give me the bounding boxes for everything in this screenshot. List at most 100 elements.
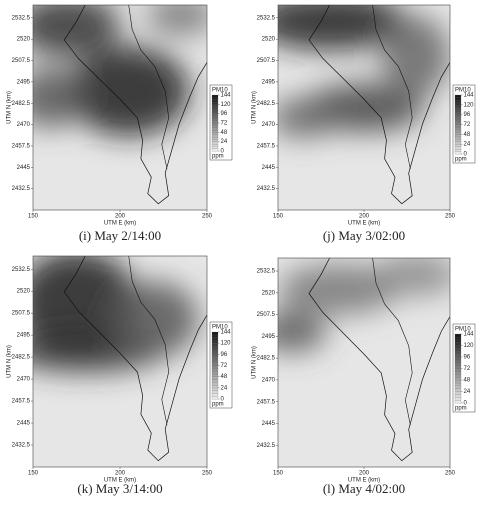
coastline <box>63 256 207 462</box>
colorbar-step <box>211 384 219 389</box>
colorbar-title: PM10 <box>455 88 471 94</box>
colorbar: PM10 0 24 48 72 96 120 144 ppm <box>452 84 476 164</box>
shade <box>278 97 339 139</box>
coastline <box>63 5 207 205</box>
colorbar-step <box>211 97 219 100</box>
colorbar-step <box>454 102 462 106</box>
colorbar-step <box>211 122 219 126</box>
y-tick-label: 2457.5 <box>12 144 31 150</box>
colorbar-step <box>211 111 219 114</box>
shading <box>278 5 450 139</box>
colorbar-step <box>211 132 219 135</box>
colorbar-step <box>454 356 462 361</box>
y-tick-label: 2482.5 <box>257 356 276 362</box>
colorbar-step <box>211 382 219 386</box>
colorbar-step <box>454 339 462 343</box>
contour-field <box>33 5 207 210</box>
colorbar-step <box>454 131 462 135</box>
colorbar-tick-label: 120 <box>464 343 475 349</box>
y-tick-label: 2445 <box>262 165 276 171</box>
colorbar-step <box>454 388 462 392</box>
colorbar-step <box>454 391 462 395</box>
y-tick-label: 2445 <box>17 421 31 427</box>
colorbar-step <box>211 376 219 380</box>
colorbar-step <box>454 129 462 133</box>
colorbar-step <box>211 141 219 145</box>
x-axis-label: UTM E (km) <box>104 221 136 227</box>
y-tick-label: 2532.5 <box>12 15 31 21</box>
colorbar-step <box>211 396 219 400</box>
panel: 150 200 250 2432.5 2445 2457.5 2470 2482.5 2495 2… <box>252 257 476 496</box>
x-tick-label: 150 <box>28 471 39 477</box>
shade <box>278 5 407 51</box>
colorbar-step <box>211 136 219 140</box>
shade <box>33 66 86 128</box>
colorbar-step <box>211 368 219 372</box>
colorbar-step <box>454 377 462 381</box>
shade <box>146 5 207 36</box>
y-tick-label: 2520 <box>17 289 31 295</box>
x-tick-label: 250 <box>445 214 456 220</box>
colorbar-step <box>211 99 219 103</box>
colorbar-tick-label: 24 <box>221 139 228 145</box>
y-axis-label: UTM N (km) <box>252 91 258 124</box>
colorbar-tick-label: 144 <box>464 93 475 99</box>
colorbar-tick-label: 24 <box>464 142 471 148</box>
colorbar-tick-label: 48 <box>464 378 471 384</box>
colorbar-step <box>211 365 219 369</box>
y-tick-label: 2432.5 <box>12 443 31 449</box>
colorbar-step <box>211 148 219 152</box>
y-tick-label: 2495 <box>17 333 31 339</box>
x-tick-label: 250 <box>445 471 456 477</box>
y-tick-label: 2532.5 <box>12 267 31 273</box>
colorbar-step <box>454 114 462 118</box>
y-tick-label: 2532.5 <box>257 269 276 275</box>
caption: (l) May 4/02:00 <box>323 481 405 496</box>
colorbar-step <box>454 139 462 143</box>
shading <box>33 5 207 137</box>
y-tick-label: 2482.5 <box>12 355 31 361</box>
caption: (i) May 2/14:00 <box>79 228 161 243</box>
colorbar-tick-label: 48 <box>221 130 228 136</box>
colorbar-title: PM10 <box>455 327 471 333</box>
y-tick-label: 2507.5 <box>257 58 276 64</box>
colorbar-step <box>454 400 462 404</box>
colorbar-step <box>211 120 219 124</box>
y-tick-label: 2445 <box>17 165 31 171</box>
x-axis-label: UTM E (km) <box>348 478 380 484</box>
colorbar-step <box>454 348 462 352</box>
colorbar-step <box>454 146 462 150</box>
shade <box>278 310 327 353</box>
colorbar-step <box>454 94 462 98</box>
colorbar-step <box>454 379 462 384</box>
colorbar-step <box>454 119 462 123</box>
colorbar-step <box>211 139 219 142</box>
y-tick-label: 2482.5 <box>257 101 276 107</box>
colorbar-tick-label: 0 <box>464 401 468 407</box>
y-tick-label: 2470 <box>17 377 31 383</box>
colorbar-step <box>211 354 219 358</box>
colorbar-step <box>211 345 219 350</box>
colorbar-step <box>454 333 462 338</box>
contour-field <box>278 5 450 210</box>
y-tick-label: 2470 <box>17 122 31 128</box>
colorbar-step <box>454 382 462 387</box>
colorbar-tick-label: 144 <box>464 332 475 338</box>
colorbar-step <box>211 390 219 394</box>
shade <box>33 5 120 57</box>
colorbar-step <box>454 397 462 401</box>
colorbar-step <box>454 354 462 358</box>
colorbar: PM10 0 24 48 72 96 120 144 ppm <box>209 321 233 409</box>
colorbar-step <box>454 345 462 349</box>
colorbar-step <box>454 351 462 355</box>
colorbar-tick-label: 24 <box>464 389 471 395</box>
colorbar-step <box>454 121 462 125</box>
colorbar-step <box>454 385 462 389</box>
colorbar-tick-label: 96 <box>464 355 471 361</box>
colorbar-step <box>454 104 462 108</box>
colorbar-tick-label: 48 <box>464 132 471 138</box>
y-tick-label: 2445 <box>262 421 276 427</box>
x-tick-label: 200 <box>359 471 370 477</box>
colorbar: PM10 0 24 48 72 96 120 144 ppm <box>209 84 233 161</box>
